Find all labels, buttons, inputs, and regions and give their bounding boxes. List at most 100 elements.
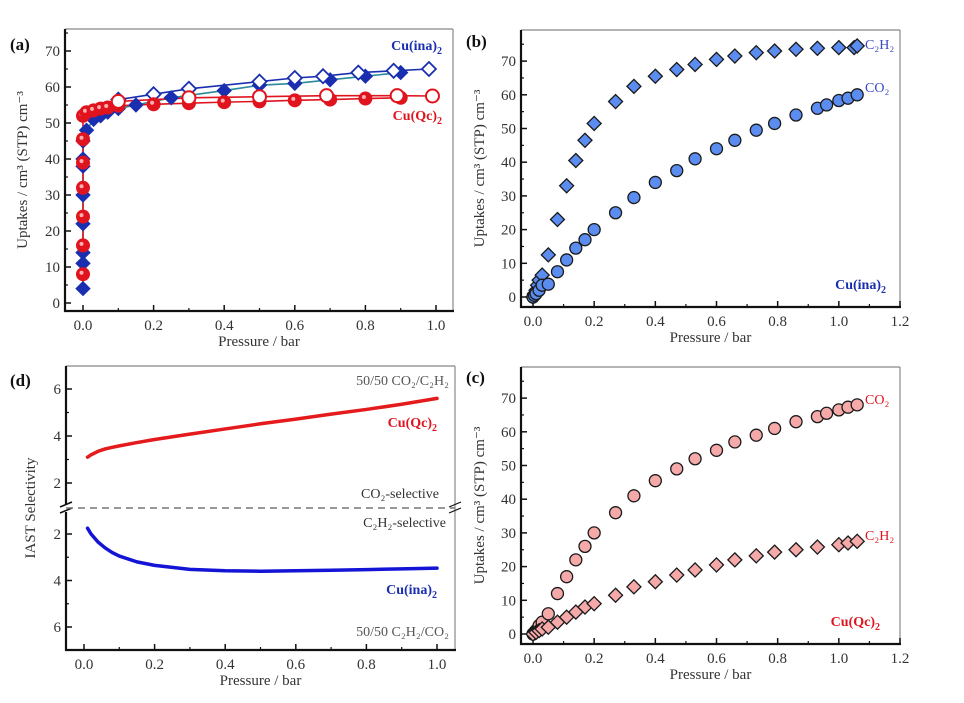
data-point-diamond [647,68,664,85]
data-point-diamond [687,56,704,73]
legend-label-cu-ina-text: Cu(ina) [386,583,432,598]
material-label-text: Cu(Qc) [831,615,876,630]
data-point-circle [541,607,555,621]
y-tick-label: 40 [501,492,516,508]
data-point-diamond [849,38,866,54]
data-point-diamond [586,595,603,612]
axis-break-mark-right [448,507,462,514]
data-point-diamond [830,39,847,56]
data-point-circle [559,570,574,584]
data-point-circle-filled [76,155,90,170]
x-tick-label: 0.6 [707,651,726,667]
x-tick-label: 0.0 [74,318,93,334]
data-point-circle-filled [76,238,90,253]
x-tick-label: 0.2 [585,651,604,667]
y-tick-label: 0 [53,296,61,312]
data-point-circle [850,398,864,412]
data-point-circle [541,277,555,291]
material-label: Cu(ina)2 [835,278,886,296]
legend-label-cu-qc-subscript: 2 [432,423,437,434]
data-point-diamond-open [314,67,332,85]
data-point-circle [850,88,864,102]
panel-b: 0.0 0.2 0.4 0.6 0.8 1.0 1.2 Pressure / bar 0 10 20… [466,29,909,346]
panel-a: 0.0 0.2 0.4 0.6 0.8 1.0 Pressure / bar 0 10 20 30 4… [10,28,454,350]
y-tick-label: 30 [501,189,516,205]
data-point-diamond [766,43,783,59]
data-point-circle-open [389,88,405,104]
data-point-diamond [809,40,826,57]
data-point-circle-filled [76,209,90,224]
data-point-diamond [647,573,664,590]
data-point-circle-open [110,93,126,109]
data-point-diamond [626,578,642,595]
legend-label-cu-qc-text: Cu(Qc) [393,109,438,124]
series-line-2 [82,97,401,275]
data-point-diamond-open [420,60,438,78]
x-tick-label: 0.6 [286,657,305,673]
y-tick-label: 20 [45,224,60,240]
co2-selective-label: CO₂-selective [361,487,439,502]
data-point-circle-open [252,89,267,105]
y-tick-label: 40 [501,155,516,171]
y-tick-label-lower: 2 [54,527,62,543]
legend-label-cu-ina: Cu(ina)2 [391,39,442,57]
data-point-circle [767,116,782,131]
x-tick-label: 1.0 [428,657,447,673]
x-axis-title: Pressure / bar [670,667,752,683]
y-tick-label: 70 [45,44,60,60]
material-label-subscript: 2 [875,622,880,633]
data-point-circle [608,506,623,520]
y-tick-label: 30 [501,526,516,542]
y-tick-label-upper: 6 [54,382,62,398]
x-tick-label: 0.4 [646,651,665,667]
data-point-circle [670,462,684,476]
y-tick-label: 10 [501,593,516,609]
data-point-highlight [79,135,84,140]
data-point-circle [688,452,702,466]
y-tick-label-upper: 4 [54,429,62,445]
x-tick-label: 0.0 [524,651,543,667]
data-point-circle [688,152,702,166]
data-point-circle [728,133,742,147]
legend-label-cu-ina-text: Cu(ina) [391,39,437,54]
data-point-diamond-open [350,64,367,81]
c2h2-selective-label: C₂H₂-selective [363,516,446,531]
x-tick-label: 1.0 [427,318,446,334]
y-tick-label: 0 [509,290,517,306]
data-point-highlight [104,104,109,109]
x-tick-label: 0.4 [646,314,665,330]
data-point-circle [789,415,803,429]
data-point-circle [559,253,574,267]
data-point-circle-filled [76,132,90,147]
legend-label-cu-qc-subscript: 2 [437,116,442,127]
y-tick-label-upper: 2 [54,476,62,492]
y-axis-title: IAST Selectivity [23,457,39,558]
data-point-circle [569,241,583,255]
data-point-circle [587,222,601,237]
data-point-circle-filled [217,95,232,110]
y-tick-label: 50 [501,459,516,475]
x-tick-label: 0.0 [75,657,94,673]
x-tick-label: 0.2 [585,314,604,330]
series-label-co2: CO₂ [865,393,889,408]
data-point-highlight [83,108,88,113]
data-point-circle-filled [76,180,90,195]
data-point-highlight [361,95,366,100]
x-tick-label: 0.4 [215,318,234,334]
y-tick-label: 70 [501,391,516,407]
data-point-diamond [668,567,685,583]
x-tick-label: 0.6 [285,318,304,334]
selectivity-curve-lower [85,526,439,573]
mixture-label-top: 50/50 CO₂/C₂H₂ [356,374,449,389]
y-tick-label: 50 [501,122,516,138]
data-point-diamond [607,93,624,110]
x-tick-label: 0.0 [524,314,543,330]
data-point-circle-open [319,88,335,104]
x-tick-label: 1.0 [829,314,848,330]
data-point-diamond [766,544,783,561]
material-label-subscript: 2 [881,285,886,296]
x-tick-label: 0.8 [768,314,787,330]
data-point-circle [709,443,724,457]
data-point-diamond [607,587,624,604]
